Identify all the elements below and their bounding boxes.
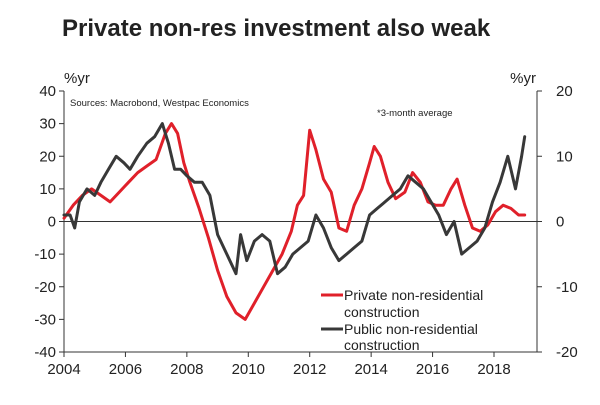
- y-right-unit-label: %yr: [510, 70, 536, 87]
- x-tick-label: 2006: [109, 361, 142, 378]
- x-tick-label: 2018: [477, 361, 510, 378]
- y-right-tick-label: 0: [556, 214, 564, 231]
- legend-public-label-1: Public non-residential: [344, 321, 478, 337]
- source-note: Sources: Macrobond, Westpac Economics: [70, 98, 249, 109]
- y-left-unit-label: %yr: [64, 70, 90, 87]
- y-left-tick-label: -30: [34, 311, 56, 328]
- y-left-tick-label: 40: [39, 83, 56, 100]
- x-ticks: 2004 2006 2008 2010 2012 2014 2016 2018: [47, 352, 511, 378]
- x-tick-label: 2014: [354, 361, 387, 378]
- x-tick-label: 2012: [293, 361, 326, 378]
- y-right-tick-label: 10: [556, 148, 573, 165]
- y-left-tick-label: 10: [39, 181, 56, 198]
- y-right-tick-label: -10: [556, 279, 578, 296]
- x-tick-label: 2016: [416, 361, 449, 378]
- y-right-tick-label: -20: [556, 344, 578, 361]
- y-left-tick-label: 0: [48, 214, 56, 231]
- legend-private-label-2: construction: [344, 304, 419, 320]
- x-tick-label: 2008: [170, 361, 203, 378]
- y-right-ticks: 20 10 0 -10 -20: [537, 83, 578, 361]
- legend-public-label-2: construction: [344, 337, 419, 353]
- y-left-tick-label: 30: [39, 116, 56, 133]
- y-left-tick-label: -20: [34, 279, 56, 296]
- series-private-line: [62, 122, 527, 321]
- series-layer: [62, 122, 527, 321]
- legend-private-label-1: Private non-residential: [344, 287, 483, 303]
- y-left-ticks: 40 30 20 10 0 -10 -20 -30 -40: [34, 83, 64, 361]
- y-right-tick-label: 20: [556, 83, 573, 100]
- series-public-line: [62, 122, 527, 276]
- chart-title: Private non-res investment also weak: [62, 15, 491, 42]
- average-note: *3-month average: [377, 108, 453, 119]
- y-left-tick-label: 20: [39, 148, 56, 165]
- x-tick-label: 2010: [232, 361, 265, 378]
- y-left-tick-label: -10: [34, 246, 56, 263]
- y-left-tick-label: -40: [34, 344, 56, 361]
- x-tick-label: 2004: [47, 361, 80, 378]
